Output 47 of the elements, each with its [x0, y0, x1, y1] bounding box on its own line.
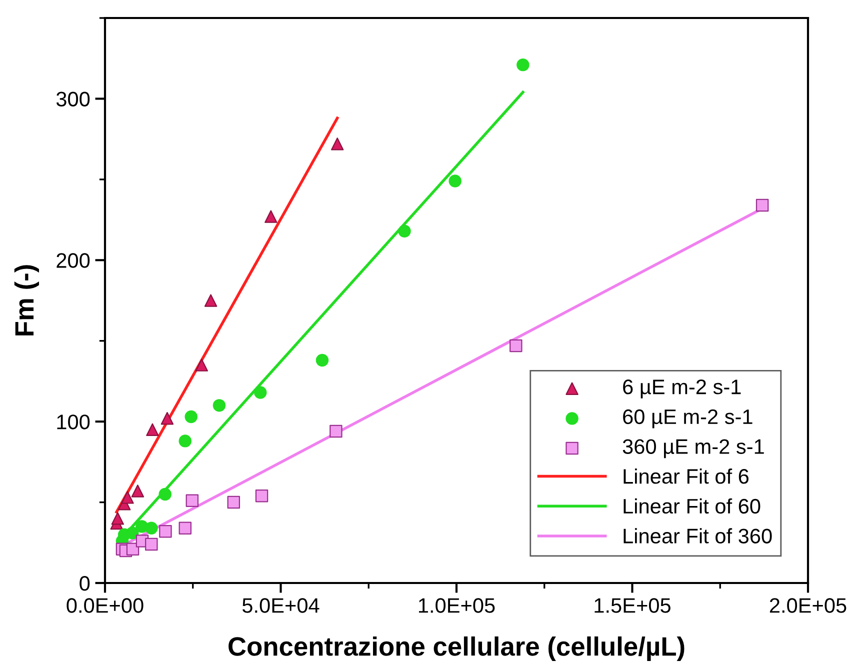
legend-label: 60 µE m-2 s-1 — [623, 409, 752, 428]
point — [126, 542, 140, 556]
point — [330, 424, 342, 438]
legend-label: Linear Fit of 360 — [624, 528, 772, 544]
point — [212, 399, 226, 412]
point — [111, 512, 124, 525]
x-tick-label: 0.0E+00 — [66, 598, 144, 613]
point — [398, 224, 411, 238]
y-tick-label: 300 — [56, 92, 90, 106]
point — [145, 522, 158, 534]
x-tick-label: 1.5E+05 — [594, 598, 670, 613]
point — [178, 522, 192, 534]
point — [330, 138, 344, 150]
y-tick-label: 0 — [80, 576, 90, 591]
point — [131, 484, 144, 498]
point — [186, 494, 199, 508]
legend-label: Linear Fit of 6 — [624, 468, 749, 484]
point — [448, 174, 462, 188]
point — [756, 198, 769, 212]
legend-label: 6 µE m-2 s-1 — [623, 380, 741, 398]
point — [254, 386, 267, 399]
point — [516, 58, 530, 72]
legend-label: Linear Fit of 60 — [624, 498, 760, 514]
point — [195, 358, 208, 372]
point — [316, 354, 329, 367]
y-tick-label: 200 — [56, 253, 90, 268]
point — [146, 423, 159, 436]
point — [145, 538, 158, 551]
point — [204, 294, 218, 307]
point — [178, 434, 192, 448]
point — [126, 526, 139, 540]
point — [184, 410, 198, 424]
legend-label: 360 µE m-2 s-1 — [622, 439, 764, 458]
point — [121, 491, 134, 504]
y-tick-label: 100 — [57, 414, 90, 430]
point — [160, 412, 174, 425]
point — [158, 488, 172, 501]
x-tick-label: 1.0E+05 — [418, 598, 495, 613]
point — [510, 339, 522, 352]
point — [255, 489, 268, 502]
point — [264, 210, 278, 223]
point — [159, 524, 172, 538]
x-tick-label: 5.0E+04 — [242, 598, 320, 613]
x-axis-title: Concentrazione cellulare (cellule/µL) — [228, 636, 684, 662]
point — [227, 496, 240, 509]
y-axis-title: Fm (-) — [14, 265, 39, 336]
x-tick-label: 2.0E+05 — [770, 598, 846, 613]
